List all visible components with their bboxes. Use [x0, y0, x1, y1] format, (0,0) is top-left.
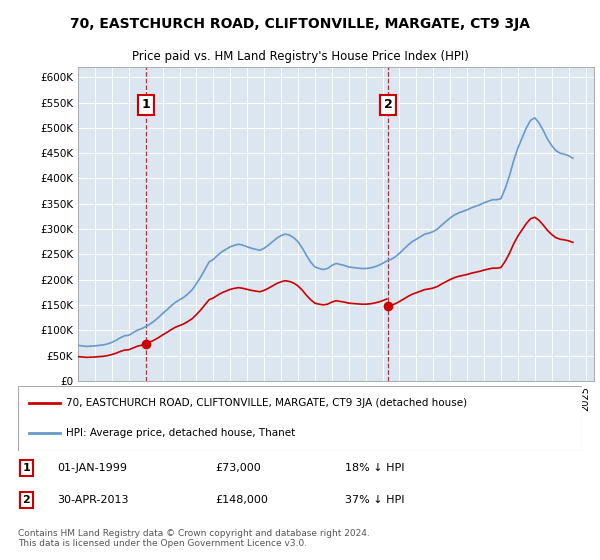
Text: 18% ↓ HPI: 18% ↓ HPI: [345, 463, 404, 473]
FancyBboxPatch shape: [18, 386, 582, 451]
Text: 2: 2: [23, 495, 31, 505]
Text: 70, EASTCHURCH ROAD, CLIFTONVILLE, MARGATE, CT9 3JA (detached house): 70, EASTCHURCH ROAD, CLIFTONVILLE, MARGA…: [66, 398, 467, 408]
Text: £73,000: £73,000: [215, 463, 261, 473]
Text: 1: 1: [23, 463, 31, 473]
Text: 37% ↓ HPI: 37% ↓ HPI: [345, 495, 404, 505]
Text: Contains HM Land Registry data © Crown copyright and database right 2024.
This d: Contains HM Land Registry data © Crown c…: [18, 529, 370, 548]
Text: Price paid vs. HM Land Registry's House Price Index (HPI): Price paid vs. HM Land Registry's House …: [131, 50, 469, 63]
Text: 2: 2: [384, 99, 392, 111]
Text: £148,000: £148,000: [215, 495, 268, 505]
Text: 01-JAN-1999: 01-JAN-1999: [58, 463, 127, 473]
Text: 30-APR-2013: 30-APR-2013: [58, 495, 129, 505]
Text: HPI: Average price, detached house, Thanet: HPI: Average price, detached house, Than…: [66, 428, 295, 438]
Text: 1: 1: [141, 99, 150, 111]
Text: 70, EASTCHURCH ROAD, CLIFTONVILLE, MARGATE, CT9 3JA: 70, EASTCHURCH ROAD, CLIFTONVILLE, MARGA…: [70, 17, 530, 31]
